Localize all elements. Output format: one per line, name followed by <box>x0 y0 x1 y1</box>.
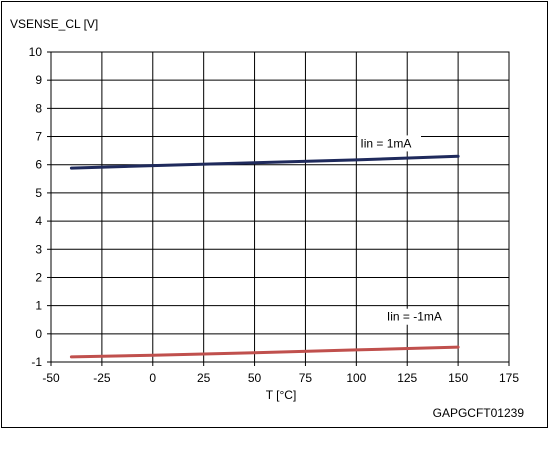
annotation-bg <box>357 135 422 152</box>
y-tick-label: 5 <box>35 186 42 200</box>
series-line-2 <box>69 345 460 359</box>
x-tick-label: 175 <box>499 371 519 385</box>
x-tick-label: 125 <box>397 371 417 385</box>
series-group <box>69 154 460 359</box>
series-line-1 <box>69 154 460 170</box>
y-tick-label: 1 <box>35 299 42 313</box>
y-tick-label: 9 <box>35 73 42 87</box>
y-tick-label: 10 <box>29 45 43 59</box>
x-tick-label: -25 <box>93 371 111 385</box>
y-tick-label: 4 <box>35 214 42 228</box>
x-tick-label: 100 <box>346 371 366 385</box>
y-axis-label: VSENSE_CL [V] <box>10 17 98 31</box>
figure-code: GAPGCFT01239 <box>433 406 525 420</box>
y-tick-label: 6 <box>35 158 42 172</box>
axis-ticks: -50 -25 0 25 50 75 100 125 150 175 -1 0 1 2 3 4 5 6 7 8 9 10 <box>29 45 520 385</box>
labels: Iin = 1mA Iin = -1mA <box>357 135 454 325</box>
y-tick-label: -1 <box>31 355 42 369</box>
x-tick-label: 150 <box>448 371 468 385</box>
x-tick-label: 0 <box>149 371 156 385</box>
x-tick-label: -50 <box>42 371 60 385</box>
annotation-bg <box>383 308 454 325</box>
x-tick-label: 75 <box>299 371 313 385</box>
grid <box>51 52 509 362</box>
y-tick-label: 2 <box>35 270 42 284</box>
x-tick-label: 50 <box>248 371 262 385</box>
y-tick-label: 7 <box>35 130 42 144</box>
plot-border <box>50 51 510 363</box>
y-tick-label: 3 <box>35 242 42 256</box>
y-tick-label: 0 <box>35 327 42 341</box>
series-annotation-1: Iin = 1mA <box>360 136 411 150</box>
series-annotation-2: Iin = -1mA <box>387 310 442 324</box>
x-tick-label: 25 <box>197 371 211 385</box>
chart-frame <box>0 0 548 428</box>
y-tick-label: 8 <box>35 101 42 115</box>
x-axis-label: T [°C] <box>266 388 297 402</box>
